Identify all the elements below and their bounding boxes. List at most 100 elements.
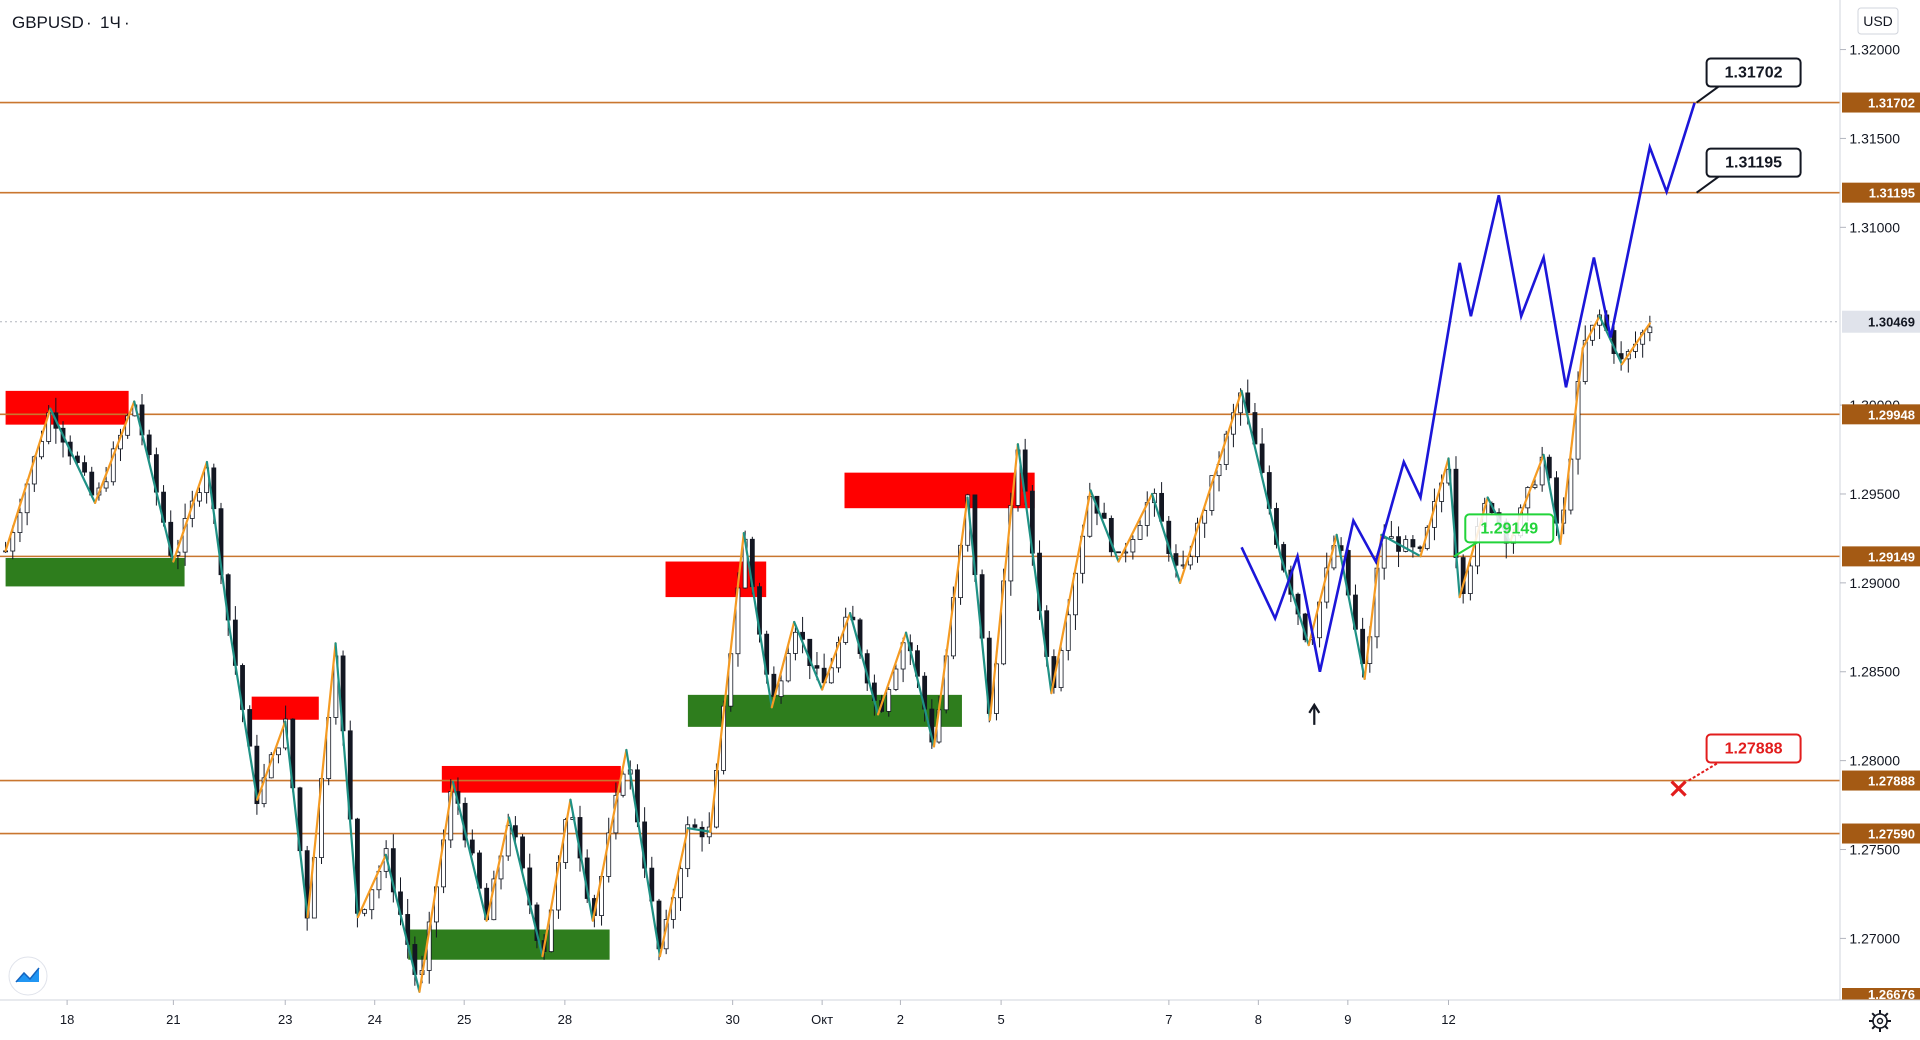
zigzag-segment (821, 611, 852, 691)
supply-zone-3[interactable] (441, 765, 621, 793)
zigzag-segment (686, 827, 712, 833)
level-tag-label-6: 1.27590 (1868, 827, 1915, 842)
callout-leader-3 (1453, 541, 1478, 558)
zones-layer (5, 390, 1035, 960)
callout-box-1[interactable] (1705, 57, 1802, 88)
zigzag-segment (658, 827, 690, 958)
candle-body (1101, 512, 1107, 519)
zigzag-segment (284, 720, 309, 919)
candle-body (390, 848, 396, 893)
candle-body (1108, 517, 1114, 553)
time-tick-4: 24 (367, 1012, 381, 1027)
time-tick-9: 2 (897, 1012, 904, 1027)
level-tag-4[interactable] (1842, 546, 1920, 567)
supply-zone-5[interactable] (844, 472, 1035, 509)
currency-badge[interactable] (1857, 7, 1899, 35)
settings-gear-icon[interactable] (1869, 1010, 1891, 1032)
level-tag-3[interactable] (1842, 404, 1920, 425)
zigzag-segment (93, 400, 136, 504)
up-arrow-icon (1308, 702, 1321, 725)
candle-body (1116, 551, 1121, 554)
zigzag-segment (932, 496, 969, 748)
zigzag-segment (1598, 315, 1623, 366)
price-axis[interactable]: 1.320001.315001.310001.300001.295001.290… (1840, 42, 1920, 1002)
time-tick-11: 7 (1165, 1012, 1172, 1027)
current-price-tag[interactable] (1842, 310, 1920, 333)
zigzag-segment (1178, 389, 1243, 584)
candle-body (103, 481, 109, 489)
time-tick-7: 30 (725, 1012, 739, 1027)
demand-zone-3[interactable] (687, 694, 962, 727)
time-tick-13: 9 (1344, 1012, 1351, 1027)
candle-body (1137, 525, 1143, 540)
zigzag-segment (256, 720, 287, 801)
price-tick-1: 1.32000 (1849, 42, 1900, 58)
level-tag-6[interactable] (1842, 823, 1920, 844)
zigzag-segment (569, 798, 594, 922)
callout-box-4[interactable] (1705, 733, 1802, 764)
zigzag-segment (172, 460, 209, 563)
candle-body (1582, 339, 1588, 382)
candle-body (1223, 433, 1229, 465)
zigzag-segment (1279, 555, 1310, 647)
zigzag-segment (384, 853, 421, 993)
price-tick-6: 1.29000 (1849, 575, 1900, 591)
level-tag-label-4: 1.29149 (1868, 549, 1915, 564)
time-tick-12: 8 (1255, 1012, 1262, 1027)
candle-body (218, 508, 224, 576)
callouts-layer[interactable]: 1.31702 1.31195 1.29149 1.27888 (1453, 57, 1802, 797)
level-tag-1[interactable] (1842, 92, 1920, 113)
candle-body (247, 709, 253, 747)
callout-label-3: 1.29149 (1480, 520, 1538, 537)
zigzag-segment (709, 531, 745, 833)
zigzag-segment (356, 853, 387, 919)
zigzag-segment (625, 748, 662, 958)
time-tick-5: 25 (457, 1012, 471, 1027)
candle-body (893, 668, 899, 690)
level-tag-2[interactable] (1842, 182, 1920, 203)
callout-box-2[interactable] (1705, 147, 1802, 178)
zigzag-segment (848, 611, 880, 716)
zigzag-segment (541, 798, 572, 958)
brand-logo-icon[interactable] (8, 956, 48, 996)
interval-label[interactable]: 1Ч (100, 13, 121, 32)
candle-body (197, 492, 202, 502)
price-tick-3: 1.31000 (1849, 219, 1900, 235)
candle-body (793, 631, 798, 654)
forecast-path[interactable] (1240, 102, 1696, 672)
zigzag-segment (1542, 453, 1562, 545)
candle-body (814, 665, 820, 669)
zigzag-segment (1363, 533, 1383, 680)
zigzag-segment (1380, 533, 1422, 558)
zigzag-segment (507, 816, 544, 958)
time-tick-8: Окт (811, 1012, 833, 1027)
zigzag-segment (988, 443, 1019, 721)
candle-body (828, 667, 834, 684)
candle-body (778, 680, 784, 697)
zigzag-segment (1447, 457, 1461, 599)
callout-label-4: 1.27888 (1725, 741, 1783, 758)
level-tag-5[interactable] (1842, 770, 1920, 791)
candle-body (1195, 522, 1200, 558)
demand-zone-1[interactable] (5, 557, 185, 587)
callout-box-3[interactable] (1464, 513, 1555, 544)
symbol-name[interactable]: GBPUSD (12, 13, 84, 32)
time-axis[interactable]: 18 21 23 24 25 28 30 Окт 2 5 7 8 9 12 (60, 1000, 1456, 1027)
price-tick-8: 1.28000 (1849, 753, 1900, 769)
bottom-partial-label: 1.26676 (1868, 987, 1915, 1002)
forecast-layer (1240, 102, 1696, 725)
candle-body (1065, 614, 1071, 651)
demand-zone-2[interactable] (408, 929, 610, 960)
candle-body (620, 773, 626, 796)
zigzag-segment (1559, 347, 1584, 545)
zigzag-segment (1335, 533, 1366, 680)
candle-body (82, 462, 87, 473)
candle-body (886, 689, 892, 712)
candle-body (369, 889, 375, 911)
zigzag-segment (1089, 489, 1120, 563)
candle-body (1403, 539, 1409, 552)
level-tag-label-1: 1.31702 (1868, 96, 1915, 111)
supply-zone-1[interactable] (5, 390, 129, 425)
callout-label-2: 1.31195 (1725, 155, 1782, 172)
